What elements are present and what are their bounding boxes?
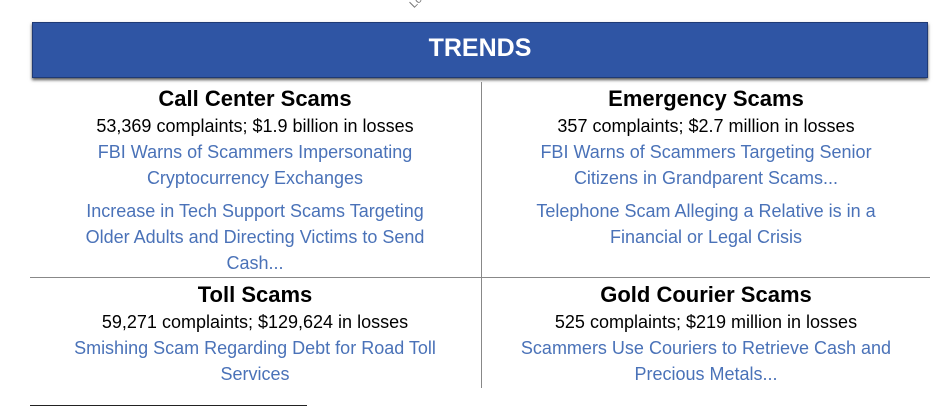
trend-cell: Emergency Scams 357 complaints; $2.7 mill… xyxy=(481,85,931,250)
link-line: Cash... xyxy=(226,253,284,273)
section-stats: 59,271 complaints; $129,624 in losses xyxy=(101,312,409,332)
link-line: Financial or Legal Crisis xyxy=(609,227,803,247)
link-line: Increase in Tech Support Scams Targeting xyxy=(86,201,424,221)
link-line: FBI Warns of Scammers Impersonating xyxy=(97,142,413,162)
link-line: Precious Metals... xyxy=(634,364,778,384)
article-link[interactable]: Smishing Scam Regarding Debt for Road To… xyxy=(30,335,480,387)
trend-cell: Toll Scams 59,271 complaints; $129,624 in… xyxy=(30,281,480,387)
link-line: FBI Warns of Scammers Targeting Senior xyxy=(540,142,872,162)
link-line: Services xyxy=(220,364,290,384)
divider xyxy=(481,82,482,388)
article-link[interactable]: Scammers Use Couriers to Retrieve Cash a… xyxy=(481,335,931,387)
article-link[interactable]: FBI Warns of Scammers Impersonating Crypt… xyxy=(30,139,480,191)
link-line: Older Adults and Directing Victims to Se… xyxy=(85,227,425,247)
section-stats: 53,369 complaints; $1.9 billion in losse… xyxy=(96,116,414,136)
link-line: Telephone Scam Alleging a Relative is in… xyxy=(536,201,876,221)
article-link[interactable]: Increase in Tech Support Scams Targeting… xyxy=(30,198,480,276)
divider xyxy=(30,277,930,278)
section-title: Gold Courier Scams xyxy=(600,282,812,307)
section-stats: 357 complaints; $2.7 million in losses xyxy=(557,116,855,136)
section-title: Call Center Scams xyxy=(158,86,352,111)
article-link[interactable]: FBI Warns of Scammers Targeting Senior Ci… xyxy=(481,139,931,191)
section-stats: 525 complaints; $219 million in losses xyxy=(554,312,858,332)
trend-cell: Call Center Scams 53,369 complaints; $1.9… xyxy=(30,85,480,276)
link-line: Smishing Scam Regarding Debt for Road To… xyxy=(74,338,436,358)
footnote-rule xyxy=(30,405,307,406)
section-title: Emergency Scams xyxy=(608,86,804,111)
trend-cell: Gold Courier Scams 525 complaints; $219 m… xyxy=(481,281,931,387)
article-link[interactable]: Telephone Scam Alleging a Relative is in… xyxy=(481,198,931,250)
link-line: Scammers Use Couriers to Retrieve Cash a… xyxy=(520,338,892,358)
link-line: Citizens in Grandparent Scams... xyxy=(573,168,839,188)
cut-off-text: Lo xyxy=(407,0,425,11)
section-title: Toll Scams xyxy=(197,282,313,307)
banner: TRENDS xyxy=(32,22,928,78)
link-line: Cryptocurrency Exchanges xyxy=(146,168,364,188)
